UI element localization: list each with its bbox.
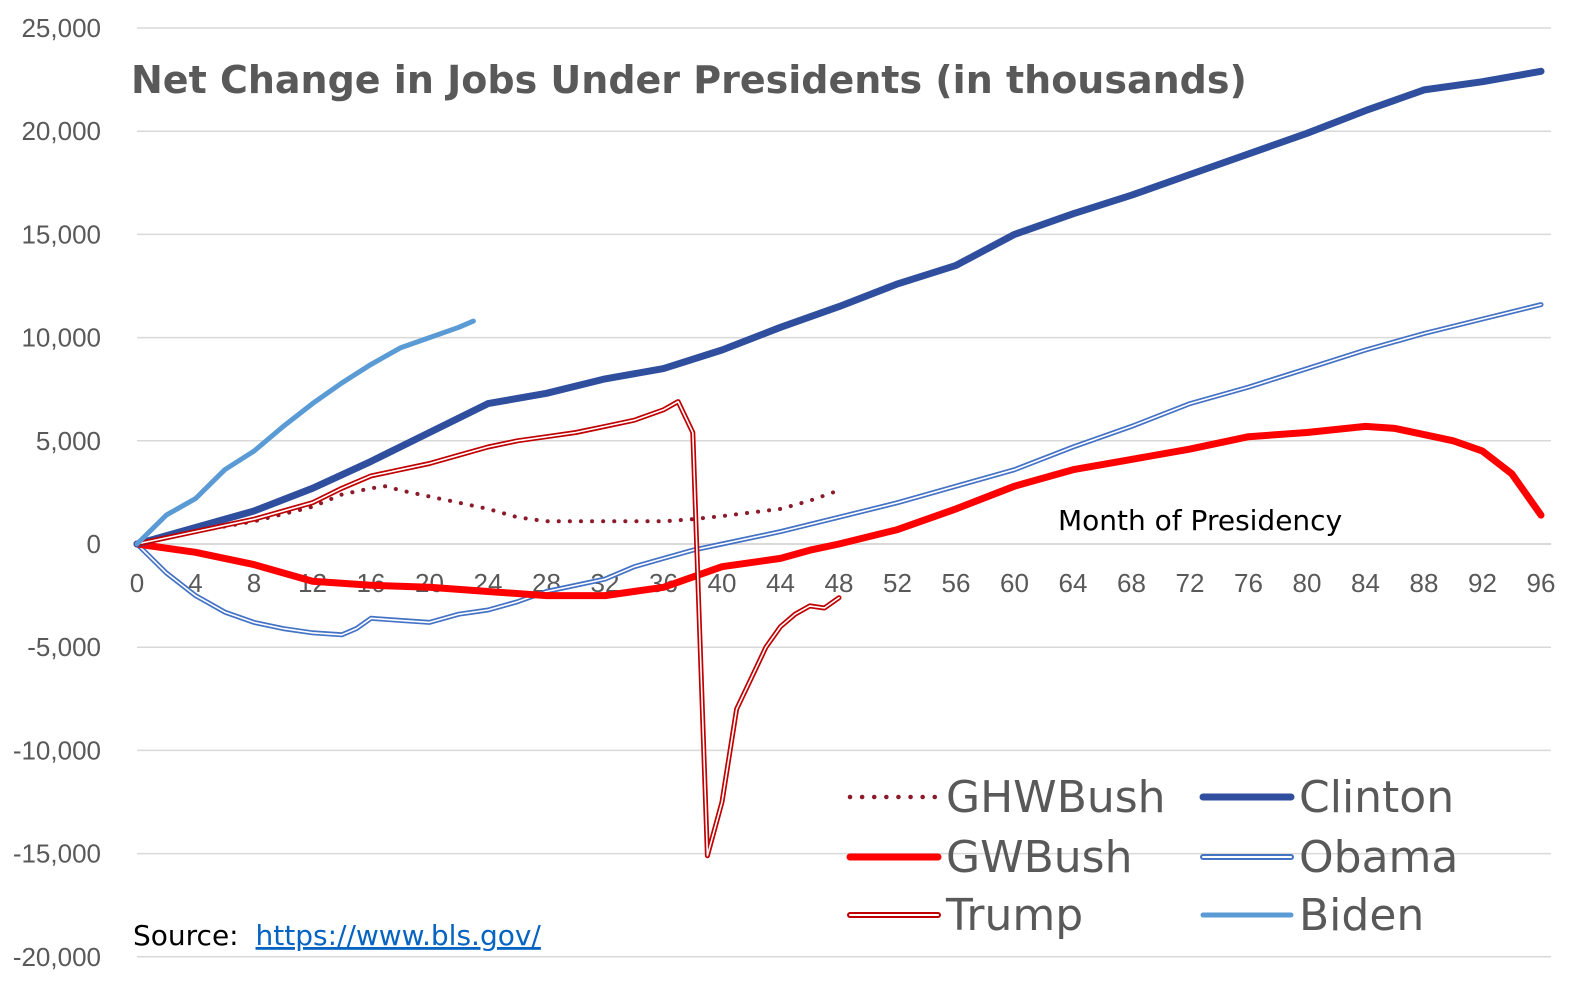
y-tick-label: -5,000 [27, 632, 101, 662]
y-tick-label: 10,000 [21, 323, 101, 353]
x-tick-label: 60 [1000, 568, 1029, 598]
y-tick-label: 25,000 [21, 13, 101, 43]
series-clinton [133, 67, 1545, 548]
y-axis-ticks: 25,000 20,000 15,000 10,000 5,000 0 -5,000 -10,… [13, 13, 101, 972]
legend: GHWBush Clinton GWBush Obama Trump Biden [846, 772, 1458, 941]
legend-label: Obama [1299, 832, 1458, 883]
legend-label: Trump [945, 890, 1083, 941]
y-tick-label: -15,000 [13, 839, 101, 869]
x-tick-label: 88 [1410, 568, 1439, 598]
x-tick-label: 52 [883, 568, 912, 598]
source-prefix: Source: [133, 919, 239, 952]
source-link[interactable]: https://www.bls.gov/ [256, 919, 542, 952]
chart-title: Net Change in Jobs Under Presidents (in … [131, 58, 1247, 102]
gridlines [137, 27, 1551, 958]
x-tick-label: 68 [1117, 568, 1146, 598]
x-tick-label: 48 [825, 568, 854, 598]
x-tick-label: 80 [1293, 568, 1322, 598]
legend-item-obama: Obama [1200, 832, 1458, 883]
legend-label: Biden [1299, 890, 1424, 941]
x-tick-label: 44 [766, 568, 795, 598]
legend-item-trump: Trump [847, 890, 1083, 941]
y-tick-label: 20,000 [21, 116, 101, 146]
series-lines [133, 67, 1545, 859]
x-tick-label: 96 [1527, 568, 1556, 598]
y-tick-label: -20,000 [13, 942, 101, 972]
x-tick-label: 0 [130, 568, 144, 598]
x-axis-ticks: 0 4 8 12 16 20 24 28 32 36 40 44 48 52 56 60 64 68 72 76 80 8… [130, 568, 1556, 598]
x-tick-label: 8 [247, 568, 261, 598]
x-tick-label: 56 [942, 568, 971, 598]
series-gwbush [133, 422, 1545, 600]
legend-item-biden: Biden [1200, 890, 1424, 941]
y-tick-label: 15,000 [21, 219, 101, 249]
series-trump [134, 399, 842, 859]
series-obama-inner [136, 303, 1542, 636]
legend-item-gwbush: GWBush [846, 832, 1132, 883]
legend-item-ghwbush: GHWBush [847, 772, 1166, 823]
x-tick-label: 76 [1234, 568, 1263, 598]
x-tick-label: 72 [1176, 568, 1205, 598]
x-tick-label: 64 [1059, 568, 1088, 598]
legend-label: Clinton [1299, 772, 1454, 823]
series-biden [134, 318, 476, 547]
y-tick-label: 5,000 [36, 426, 101, 456]
legend-label: GHWBush [946, 772, 1166, 823]
x-tick-label: 92 [1468, 568, 1497, 598]
legend-item-clinton: Clinton [1199, 772, 1454, 823]
legend-label: GWBush [946, 832, 1132, 883]
series-ghwbush [135, 484, 841, 546]
series-trump-inner [136, 400, 840, 857]
x-tick-label: 20 [415, 568, 444, 598]
x-axis-label: Month of Presidency [1058, 504, 1342, 537]
x-tick-label: 84 [1351, 568, 1380, 598]
source-label: Source: https://www.bls.gov/ [133, 919, 541, 952]
y-tick-label: -10,000 [13, 735, 101, 765]
y-tick-label: 0 [87, 529, 101, 559]
